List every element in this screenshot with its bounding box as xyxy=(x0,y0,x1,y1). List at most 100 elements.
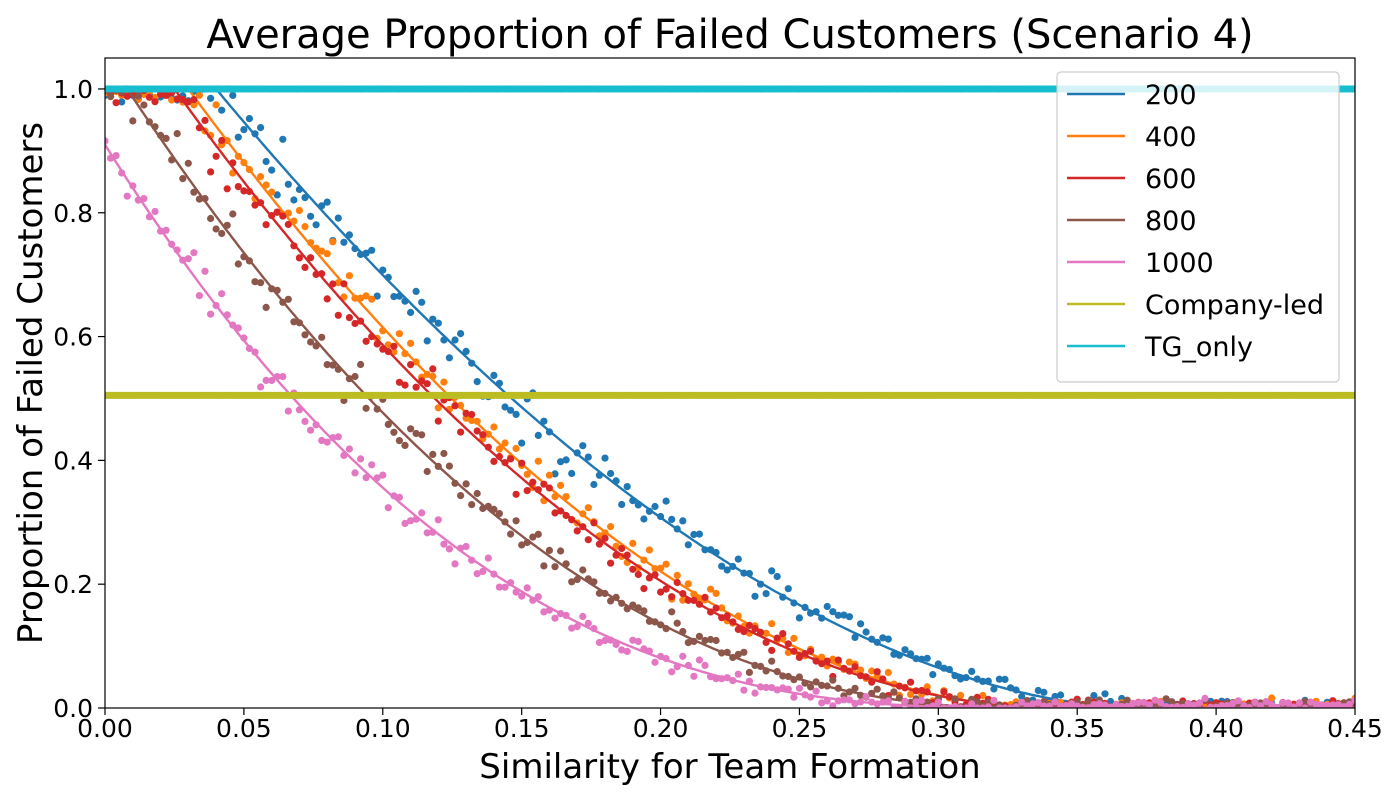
data-point xyxy=(440,540,448,548)
data-point xyxy=(784,585,792,593)
data-point xyxy=(207,214,215,223)
data-point xyxy=(618,646,626,654)
data-point xyxy=(1351,696,1355,704)
data-point xyxy=(890,650,898,658)
data-point xyxy=(295,254,303,262)
data-point xyxy=(118,98,126,106)
data-point xyxy=(1145,701,1153,708)
data-point xyxy=(1134,699,1142,707)
data-point xyxy=(401,519,409,528)
data-point xyxy=(301,194,309,202)
data-point xyxy=(990,685,998,693)
data-point xyxy=(195,292,203,300)
data-point xyxy=(257,124,265,132)
data-point xyxy=(890,688,898,696)
data-point xyxy=(651,658,659,666)
data-point xyxy=(234,260,242,268)
data-point xyxy=(1329,701,1337,708)
data-point xyxy=(1268,701,1276,708)
data-point xyxy=(295,206,303,215)
data-point xyxy=(662,585,670,593)
data-point xyxy=(695,656,704,664)
data-point xyxy=(434,516,442,524)
data-point xyxy=(284,295,292,303)
data-point xyxy=(751,592,759,600)
data-point xyxy=(318,436,326,445)
data-point xyxy=(518,541,526,549)
data-point xyxy=(1057,691,1065,699)
y-tick-label: 0.2 xyxy=(53,570,93,599)
data-point xyxy=(507,406,515,414)
legend-item: 400 xyxy=(1067,122,1197,153)
data-point xyxy=(612,640,620,649)
data-point xyxy=(673,619,681,627)
data-point xyxy=(873,668,881,676)
y-tick-label: 1.0 xyxy=(53,75,93,104)
data-point xyxy=(434,319,442,327)
legend-label: 200 xyxy=(1145,80,1197,111)
data-point xyxy=(1168,698,1176,706)
data-point xyxy=(507,530,515,538)
data-point xyxy=(901,646,909,654)
data-point xyxy=(495,509,503,518)
data-point xyxy=(551,614,559,622)
data-point xyxy=(1284,699,1292,707)
data-point xyxy=(1068,700,1076,708)
data-point xyxy=(312,221,320,229)
data-point xyxy=(657,588,665,596)
data-point xyxy=(1268,694,1276,702)
data-point xyxy=(318,247,326,255)
data-point xyxy=(251,278,259,286)
data-point xyxy=(1151,696,1159,704)
data-point xyxy=(1107,697,1115,706)
data-point xyxy=(284,220,292,229)
legend-item: 800 xyxy=(1067,206,1197,237)
data-point xyxy=(268,166,276,174)
data-point xyxy=(1201,702,1209,708)
data-point xyxy=(812,687,820,695)
data-point xyxy=(429,365,437,373)
data-point xyxy=(912,698,920,706)
data-point xyxy=(762,590,770,598)
data-point xyxy=(1034,686,1042,695)
data-point xyxy=(829,676,837,684)
data-point xyxy=(645,546,654,554)
data-point xyxy=(923,683,931,691)
data-point xyxy=(351,319,359,328)
data-point xyxy=(590,480,598,489)
data-point xyxy=(1123,696,1131,704)
data-point xyxy=(590,519,598,527)
data-point xyxy=(995,675,1004,683)
legend: 200 400 600 800 1000 Company-led TG_only xyxy=(1056,71,1340,383)
data-point xyxy=(345,272,353,280)
data-point xyxy=(884,635,892,643)
data-point xyxy=(240,187,248,195)
data-point xyxy=(512,517,520,525)
data-point xyxy=(201,116,209,124)
x-tick-label: 0.15 xyxy=(494,714,550,743)
data-point xyxy=(545,546,554,555)
data-point xyxy=(562,456,570,464)
data-point xyxy=(695,530,704,538)
data-point xyxy=(707,585,715,593)
data-point xyxy=(162,226,170,234)
data-point xyxy=(212,152,220,160)
data-point xyxy=(440,378,448,386)
data-point xyxy=(284,407,292,415)
data-point xyxy=(940,688,948,696)
data-point xyxy=(779,630,787,638)
data-point xyxy=(340,238,348,246)
data-point xyxy=(1057,702,1065,708)
legend-item: Company-led xyxy=(1067,290,1324,321)
data-point xyxy=(1023,702,1031,708)
data-point xyxy=(668,608,676,616)
data-point xyxy=(873,685,881,693)
data-point xyxy=(240,126,248,134)
data-point xyxy=(418,509,426,517)
axes: 0.00 0.05 0.10 0.15 0.20 0.25 0.30 0.35 0.40 0.45… xyxy=(53,57,1383,743)
data-point xyxy=(323,361,331,369)
data-point xyxy=(162,91,170,99)
data-point xyxy=(512,410,520,418)
data-point xyxy=(173,130,181,138)
data-point xyxy=(257,279,265,287)
